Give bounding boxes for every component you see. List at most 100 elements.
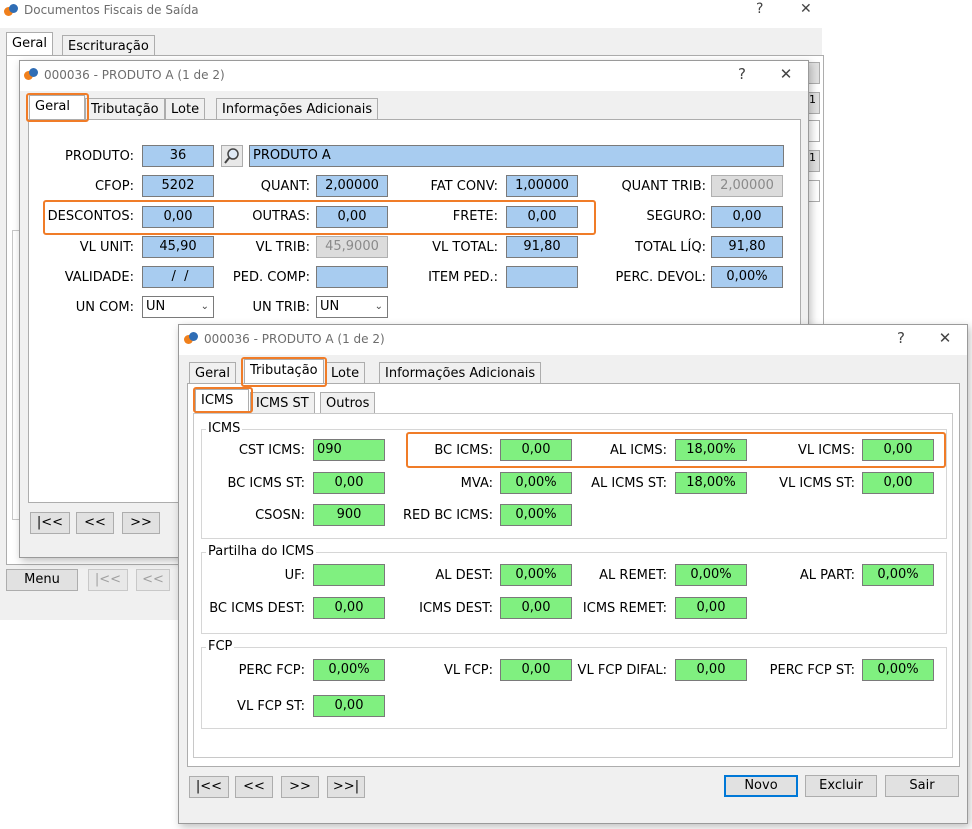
item-ped-field[interactable]	[506, 266, 578, 288]
ped-comp-field[interactable]	[316, 266, 388, 288]
csosn-field[interactable]: 900	[313, 504, 385, 526]
chevron-down-icon: ⌄	[374, 301, 383, 312]
vl-trib-field[interactable]: 45,9000	[316, 236, 388, 258]
side-widget: 1	[808, 150, 820, 172]
help-button[interactable]: ?	[897, 329, 905, 347]
tributacao-titlebar: 000036 - PRODUTO A (1 de 2) ? ✕	[179, 325, 967, 355]
subtab-icms-st[interactable]: ICMS ST	[250, 392, 315, 414]
vl-icms-label: VL ICMS:	[797, 443, 855, 458]
total-liq-field[interactable]: 91,80	[711, 236, 783, 258]
vl-fcp-difal-field[interactable]: 0,00	[675, 659, 747, 681]
bc-icms-field[interactable]: 0,00	[500, 439, 572, 461]
item-ped-label: ITEM PED.:	[428, 270, 498, 285]
frete-field[interactable]: 0,00	[506, 206, 578, 228]
al-part-field[interactable]: 0,00%	[862, 564, 934, 586]
ped-comp-label: PED. COMP:	[232, 270, 310, 285]
excluir-button[interactable]: Excluir	[805, 775, 877, 797]
vl-fcp-field[interactable]: 0,00	[500, 659, 572, 681]
nav-prev-button[interactable]: <<	[76, 512, 114, 534]
menu-button[interactable]: Menu	[6, 569, 78, 591]
nav-next-button[interactable]: >>	[122, 512, 160, 534]
vl-icms-st-field[interactable]: 0,00	[862, 472, 934, 494]
un-trib-value: UN	[320, 299, 340, 314]
produto-label: PRODUTO:	[65, 149, 134, 164]
vl-icms-st-label: VL ICMS ST:	[779, 476, 855, 491]
icms-group-title: ICMS	[206, 421, 243, 436]
tab-geral[interactable]: Geral	[6, 32, 53, 56]
side-widget	[808, 180, 820, 202]
uf-field[interactable]	[313, 564, 385, 586]
app-icon	[184, 332, 198, 346]
un-com-select[interactable]: UN ⌄	[142, 296, 214, 318]
vl-icms-field[interactable]: 0,00	[862, 439, 934, 461]
red-bc-icms-field[interactable]: 0,00%	[500, 504, 572, 526]
fat-conv-field[interactable]: 1,00000	[506, 175, 578, 197]
tab-informacoes-adicionais[interactable]: Informações Adicionais	[216, 98, 379, 120]
nav-last-button[interactable]: >>|	[327, 776, 365, 798]
seguro-field[interactable]: 0,00	[711, 206, 783, 228]
tab-lote[interactable]: Lote	[325, 362, 366, 384]
tab-tributacao[interactable]: Tributação	[85, 98, 165, 120]
bc-icms-st-field[interactable]: 0,00	[313, 472, 385, 494]
al-remet-field[interactable]: 0,00%	[675, 564, 747, 586]
perc-fcp-st-field[interactable]: 0,00%	[862, 659, 934, 681]
subtab-outros[interactable]: Outros	[320, 392, 376, 414]
tab-geral[interactable]: Geral	[189, 362, 236, 384]
al-icms-st-field[interactable]: 18,00%	[675, 472, 747, 494]
product-titlebar: 000036 - PRODUTO A (1 de 2) ? ✕	[20, 61, 808, 91]
un-trib-select[interactable]: UN ⌄	[316, 296, 388, 318]
al-icms-st-label: AL ICMS ST:	[591, 476, 667, 491]
nav-prev-button[interactable]: <<	[136, 569, 170, 591]
close-button[interactable]: ✕	[938, 329, 952, 347]
produto-field[interactable]: 36	[142, 145, 214, 167]
vl-fcp-st-label: VL FCP ST:	[237, 699, 305, 714]
total-liq-label: TOTAL LÍQ:	[634, 240, 706, 255]
help-button[interactable]: ?	[756, 1, 764, 17]
tab-tributacao[interactable]: Tributação	[244, 359, 324, 384]
icms-remet-field[interactable]: 0,00	[675, 597, 747, 619]
vl-fcp-st-field[interactable]: 0,00	[313, 695, 385, 717]
perc-fcp-field[interactable]: 0,00%	[313, 659, 385, 681]
quant-trib-field[interactable]: 2,00000	[711, 175, 783, 197]
vl-total-field[interactable]: 91,80	[506, 236, 578, 258]
cfop-label: CFOP:	[94, 179, 134, 194]
subtab-icms[interactable]: ICMS	[195, 389, 249, 414]
tab-informacoes-adicionais[interactable]: Informações Adicionais	[379, 362, 542, 384]
novo-button[interactable]: Novo	[724, 775, 798, 797]
al-dest-field[interactable]: 0,00%	[500, 564, 572, 586]
perc-devol-field[interactable]: 0,00%	[711, 266, 783, 288]
al-icms-field[interactable]: 18,00%	[675, 439, 747, 461]
cst-icms-field[interactable]: 090	[313, 439, 385, 461]
quant-field[interactable]: 2,00000	[316, 175, 388, 197]
cfop-field[interactable]: 5202	[142, 175, 214, 197]
nav-first-button[interactable]: |<<	[88, 569, 128, 591]
nav-first-button[interactable]: |<<	[189, 776, 229, 798]
search-icon[interactable]	[221, 145, 243, 167]
al-icms-label: AL ICMS:	[609, 443, 667, 458]
side-widget	[808, 120, 820, 142]
uf-label: UF:	[284, 568, 305, 583]
icms-dest-field[interactable]: 0,00	[500, 597, 572, 619]
outras-field[interactable]: 0,00	[316, 206, 388, 228]
validade-field[interactable]: / /	[142, 266, 214, 288]
bc-icms-dest-field[interactable]: 0,00	[313, 597, 385, 619]
nav-first-button[interactable]: |<<	[30, 512, 70, 534]
partilha-group	[201, 552, 947, 634]
icms-group	[201, 429, 947, 539]
close-button[interactable]: ✕	[800, 1, 812, 17]
product-window-title: 000036 - PRODUTO A (1 de 2)	[44, 68, 225, 82]
help-button[interactable]: ?	[738, 65, 746, 83]
sair-button[interactable]: Sair	[885, 775, 959, 797]
close-button[interactable]: ✕	[779, 65, 793, 83]
nav-prev-button[interactable]: <<	[235, 776, 273, 798]
tab-lote[interactable]: Lote	[165, 98, 206, 120]
produto-desc-field[interactable]: PRODUTO A	[249, 145, 784, 167]
vl-unit-field[interactable]: 45,90	[142, 236, 214, 258]
tab-geral[interactable]: Geral	[29, 95, 85, 120]
quant-trib-label: QUANT TRIB:	[621, 179, 706, 194]
tab-escrituracao[interactable]: Escrituração	[62, 35, 155, 57]
mva-field[interactable]: 0,00%	[500, 472, 572, 494]
descontos-field[interactable]: 0,00	[142, 206, 214, 228]
tributacao-window-title: 000036 - PRODUTO A (1 de 2)	[204, 332, 385, 346]
nav-next-button[interactable]: >>	[281, 776, 319, 798]
